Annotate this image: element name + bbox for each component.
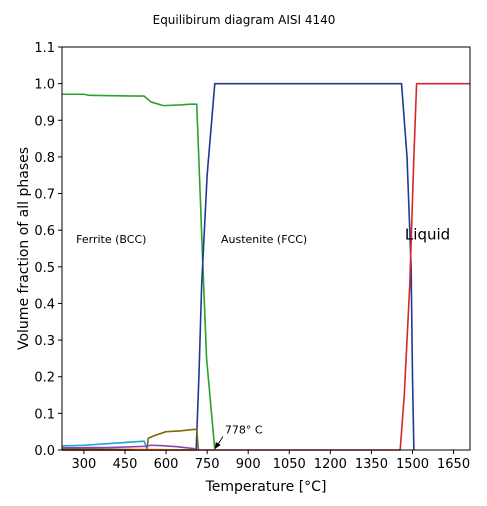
y-tick-label: 0.1	[34, 407, 55, 422]
x-tick-label: 300	[71, 457, 96, 472]
x-axis-label: Temperature [°C]	[205, 479, 327, 495]
x-tick-label: 450	[113, 457, 138, 472]
ticks-layer: 300 450 600 750 900 1050 1200 1350 1500 1650 0.0 0.…	[34, 41, 470, 472]
y-tick-label: 0.9	[34, 114, 55, 129]
labels-layer: Ferrite (BCC) Austenite (FCC) Liquid 778° C	[76, 225, 450, 449]
region-label-austenite: Austenite (FCC)	[221, 233, 307, 246]
x-tick-label: 750	[195, 457, 220, 472]
y-tick-label: 1.1	[34, 41, 55, 56]
x-tick-label: 600	[154, 457, 179, 472]
y-tick-label: 0.3	[34, 334, 55, 349]
x-tick-label: 1200	[314, 457, 347, 472]
plot-frame	[61, 46, 471, 451]
x-tick-label: 1500	[396, 457, 429, 472]
x-tick-label: 900	[236, 457, 261, 472]
y-axis-label: Volume fraction of all phases	[16, 147, 32, 350]
series-line-0	[62, 93, 216, 451]
y-tick-label: 0.4	[34, 297, 55, 312]
y-tick-label: 0.0	[34, 444, 55, 459]
x-tick-label: 1050	[273, 457, 306, 472]
chart-title: Equilibirum diagram AISI 4140	[153, 13, 336, 27]
series-line-5	[61, 444, 198, 451]
series-line-3	[61, 440, 149, 451]
y-tick-label: 0.8	[34, 151, 55, 166]
series-line-4	[146, 428, 200, 451]
x-tick-label: 1350	[355, 457, 388, 472]
annotation-text: 778° C	[225, 424, 263, 437]
y-tick-label: 0.5	[34, 261, 55, 276]
y-tick-label: 0.7	[34, 188, 55, 203]
series-line-2	[62, 82, 470, 451]
y-tick-label: 1.0	[34, 78, 55, 93]
y-tick-label: 0.6	[34, 224, 55, 239]
region-label-ferrite: Ferrite (BCC)	[76, 233, 146, 246]
series-line-1	[62, 82, 415, 451]
y-tick-label: 0.2	[34, 371, 55, 386]
x-tick-label: 1650	[437, 457, 470, 472]
series-layer	[61, 82, 470, 451]
region-label-liquid: Liquid	[405, 225, 450, 243]
annotation-arrowhead	[214, 442, 221, 449]
